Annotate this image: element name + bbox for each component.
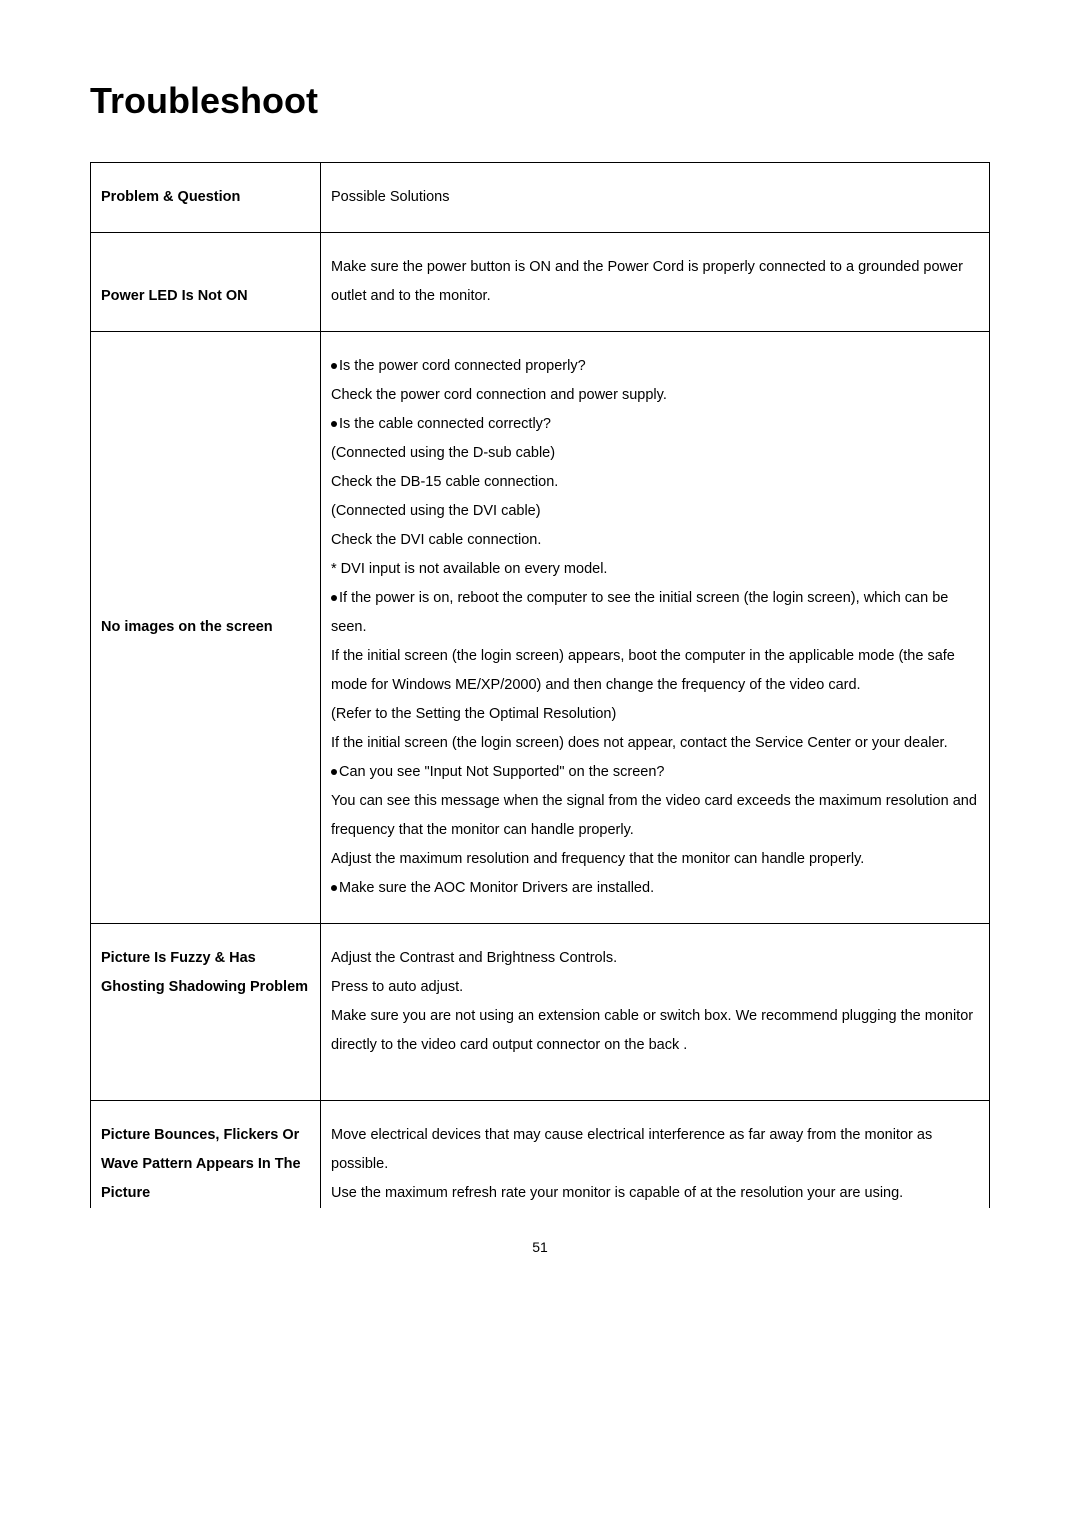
solution-cell: Adjust the Contrast and Brightness Contr… (321, 924, 990, 1101)
solution-line: Check the DVI cable connection. (331, 526, 979, 555)
solution-line: (Connected using the D-sub cable) (331, 439, 979, 468)
troubleshoot-table: Problem & Question Possible Solutions Po… (90, 162, 990, 1209)
bullet-icon (331, 769, 337, 775)
solution-line: Make sure the AOC Monitor Drivers are in… (339, 880, 654, 896)
bullet-icon (331, 595, 337, 601)
table-row: Picture Is Fuzzy & Has Ghosting Shadowin… (91, 924, 990, 1101)
bullet-icon (331, 885, 337, 891)
solution-line: You can see this message when the signal… (331, 787, 979, 845)
solution-line: If the power is on, reboot the computer … (331, 590, 948, 635)
bullet-icon (331, 363, 337, 369)
solution-line: Is the cable connected correctly? (339, 416, 551, 432)
solution-line: Check the DB-15 cable connection. (331, 468, 979, 497)
solution-line: Is the power cord connected properly? (339, 358, 586, 374)
problem-cell: Picture Is Fuzzy & Has Ghosting Shadowin… (91, 924, 321, 1101)
table-row: No images on the screen Is the power cor… (91, 332, 990, 924)
table-header-row: Problem & Question Possible Solutions (91, 163, 990, 233)
header-solution: Possible Solutions (321, 163, 990, 233)
problem-cell: No images on the screen (91, 332, 321, 924)
page-number: 51 (90, 1239, 990, 1255)
solution-line: Check the power cord connection and powe… (331, 381, 979, 410)
header-problem: Problem & Question (91, 163, 321, 233)
table-row: Picture Bounces, Flickers Or Wave Patter… (91, 1101, 990, 1209)
solution-line: * DVI input is not available on every mo… (331, 555, 979, 584)
page-title: Troubleshoot (90, 80, 990, 122)
solution-line: If the initial screen (the login screen)… (331, 642, 979, 700)
bullet-icon (331, 421, 337, 427)
table-row: Power LED Is Not ON Make sure the power … (91, 233, 990, 332)
solution-line: If the initial screen (the login screen)… (331, 729, 979, 758)
solution-line: (Connected using the DVI cable) (331, 497, 979, 526)
solution-line: Can you see "Input Not Supported" on the… (339, 764, 664, 780)
solution-line: Adjust the maximum resolution and freque… (331, 845, 979, 874)
solution-cell: Is the power cord connected properly? Ch… (321, 332, 990, 924)
problem-cell: Picture Bounces, Flickers Or Wave Patter… (91, 1101, 321, 1209)
solution-line: (Refer to the Setting the Optimal Resolu… (331, 700, 979, 729)
solution-cell: Make sure the power button is ON and the… (321, 233, 990, 332)
problem-cell: Power LED Is Not ON (91, 233, 321, 332)
solution-cell: Move electrical devices that may cause e… (321, 1101, 990, 1209)
